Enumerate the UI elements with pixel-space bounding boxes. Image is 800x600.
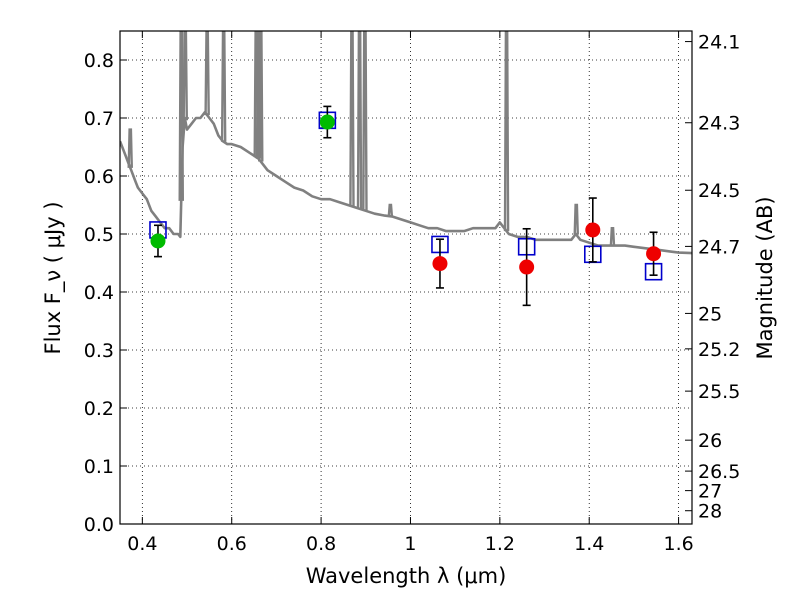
y-tick-label: 0.2: [84, 398, 114, 420]
red-data-point: [585, 222, 601, 238]
y2-tick-label: 24.1: [698, 32, 740, 54]
emission-line: [609, 227, 616, 246]
y-tick-label: 0.6: [84, 166, 114, 188]
emission-line: [573, 203, 579, 235]
y2-tick-label: 26.5: [698, 461, 740, 483]
spectrum-continuum: [120, 110, 692, 255]
emission-line: [182, 31, 188, 121]
y-tick-label: 0.5: [84, 224, 114, 246]
emission-line: [204, 31, 210, 116]
y-tick-label: 0.3: [84, 340, 114, 362]
green-data-point: [150, 233, 166, 249]
red-data-point: [519, 259, 535, 275]
y2-tick-label: 28: [698, 501, 722, 523]
y2-tick-label: 24.5: [698, 180, 740, 202]
x-tick-label: 1.6: [663, 533, 693, 555]
y2-tick-label: 24.7: [698, 236, 740, 258]
x-tick-label: 1.4: [574, 533, 604, 555]
y-tick-label: 0.0: [84, 514, 114, 536]
y-tick-label: 0.7: [84, 108, 114, 130]
spectrum: [120, 31, 692, 255]
data-points: [149, 105, 663, 307]
axes: 0.4 0.6 0.8 1 1.2 1.4 1.6 0.0 0.1 0.2 0.3 0.4 0.5 0.6…: [84, 31, 740, 555]
y2-tick-label: 25.5: [698, 381, 740, 403]
emission-line: [178, 31, 184, 201]
y-axis-title: Flux F_ν ( μJy ): [41, 201, 66, 354]
emission-line: [349, 31, 355, 207]
y2-tick-label: 25: [698, 303, 722, 325]
y2-tick-label: 25.2: [698, 339, 740, 361]
x-tick-label: 1.2: [485, 533, 515, 555]
green-data-point: [319, 114, 335, 130]
emission-line: [220, 31, 227, 142]
x-tick-label: 1: [404, 533, 416, 555]
y-tick-label: 0.4: [84, 282, 114, 304]
y2-tick-label: 24.3: [698, 113, 740, 135]
emission-line: [127, 128, 133, 168]
y2-tick-label: 26: [698, 430, 722, 452]
red-data-point: [646, 246, 662, 262]
emission-line: [356, 31, 363, 209]
x-tick-label: 0.4: [127, 533, 157, 555]
x-axis-title: Wavelength λ (μm): [306, 564, 507, 588]
y2-axis-title: Magnitude (AB): [753, 196, 777, 359]
red-data-point: [432, 256, 448, 272]
y2-tick-label: 27: [698, 481, 722, 503]
x-tick-label: 0.6: [217, 533, 247, 555]
emission-line: [362, 31, 368, 211]
emission-line: [258, 31, 264, 162]
plot-frame: [119, 30, 693, 525]
y-tick-label: 0.8: [84, 50, 114, 72]
plot-area: [120, 31, 692, 307]
emission-line: [387, 203, 394, 217]
x-tick-label: 0.8: [306, 533, 336, 555]
emission-line: [503, 31, 510, 232]
y-tick-label: 0.1: [84, 456, 114, 478]
